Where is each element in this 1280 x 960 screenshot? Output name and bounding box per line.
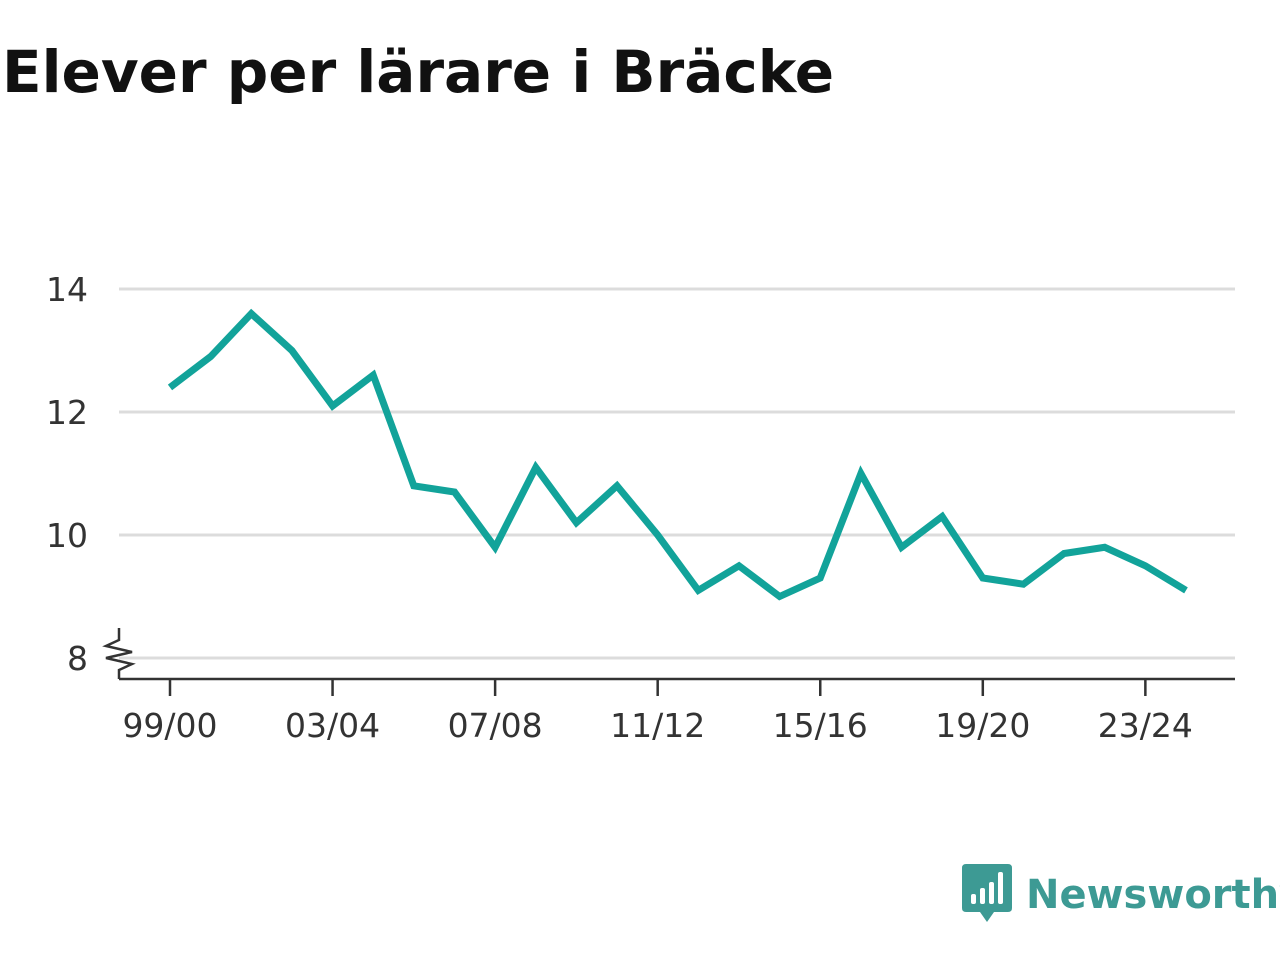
newsworthy-brand: Newsworthy	[962, 862, 1280, 928]
series-line-0	[167, 308, 1188, 601]
chart-title: Elever per lärare i Bräcke	[2, 38, 835, 106]
x-tick-label: 23/24	[1098, 706, 1193, 745]
x-tick-label: 15/16	[773, 706, 868, 745]
brand-name: Newsworthy	[1026, 872, 1280, 918]
x-tick-label: 03/04	[285, 706, 380, 745]
y-axis-ticks: 8 10 12 14	[46, 270, 88, 678]
x-tick-label: 19/20	[935, 706, 1030, 745]
x-tick-label: 11/12	[610, 706, 705, 745]
series-lines	[167, 308, 1188, 601]
y-tick-label: 10	[46, 516, 88, 555]
y-tick-label: 12	[46, 393, 88, 432]
gridlines	[119, 287, 1235, 660]
x-tick-label: 07/08	[448, 706, 543, 745]
y-axis-break	[102, 628, 136, 679]
x-tick-label: 99/00	[122, 706, 217, 745]
y-tick-label: 14	[46, 270, 88, 309]
axes	[102, 628, 1235, 681]
y-tick-label: 8	[67, 639, 88, 678]
bar-chart-speech-bubble-icon	[962, 864, 1012, 922]
x-axis-ticks: 99/00 03/04 07/08 11/12 15/16 19/20 23/24	[122, 679, 1193, 745]
